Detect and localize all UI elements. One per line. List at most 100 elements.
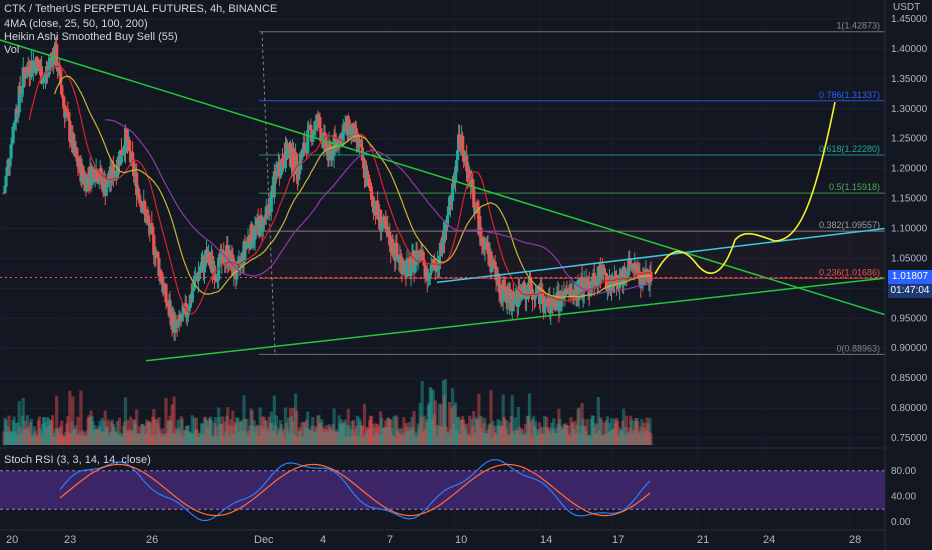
volume-bar — [636, 420, 640, 445]
price-tick-label: 1.15000 — [891, 194, 928, 205]
volume-bar — [541, 426, 545, 445]
volume-bar — [191, 434, 195, 445]
volume-bar — [540, 433, 544, 445]
indicator-heikin-label[interactable]: Heikin Ashi Smoothed Buy Sell (55) — [4, 31, 178, 43]
candle-body — [76, 158, 80, 167]
volume-bar — [144, 434, 148, 445]
volume-bar — [365, 430, 370, 445]
candle-body — [285, 148, 290, 159]
volume-bar — [473, 433, 477, 445]
candle-body — [566, 290, 570, 293]
volume-bar — [282, 436, 287, 445]
candle-body — [560, 296, 564, 301]
volume-bar — [347, 425, 351, 445]
date-tick-label: 26 — [146, 534, 158, 546]
volume-bar — [56, 428, 60, 445]
stoch-rsi-label[interactable]: Stoch RSI (3, 3, 14, 14, close) — [4, 454, 151, 466]
volume-bar — [240, 419, 244, 445]
volume-bar — [571, 422, 575, 445]
volume-bar — [155, 419, 159, 445]
volume-bar — [503, 419, 507, 445]
candle-body — [352, 126, 356, 142]
volume-bar — [133, 420, 137, 445]
candle-body — [482, 237, 486, 250]
candle-body — [503, 288, 507, 294]
symbol-title[interactable]: CTK / TetherUS PERPETUAL FUTURES, 4h, BI… — [4, 3, 278, 15]
ma-100-line — [105, 119, 652, 294]
candle-body — [104, 187, 108, 197]
volume-bar — [623, 433, 627, 445]
volume-bar — [68, 390, 72, 445]
volume-bar — [463, 424, 467, 445]
volume-bar — [96, 427, 100, 445]
volume-bar — [377, 426, 381, 445]
volume-bar — [22, 429, 26, 445]
volume-bar — [211, 435, 216, 445]
volume-bar — [291, 407, 296, 445]
candle-body — [441, 229, 446, 254]
candle-body — [613, 275, 618, 278]
candle-body — [619, 272, 623, 275]
volume-bar — [645, 417, 649, 445]
candle-body — [461, 135, 465, 151]
indicator-4ma-label[interactable]: 4MA (close, 25, 50, 100, 200) — [4, 18, 148, 30]
volume-bar — [67, 432, 71, 445]
volume-bar — [393, 436, 397, 445]
volume-bar — [30, 436, 34, 445]
volume-bar — [150, 435, 154, 445]
volume-bar — [382, 427, 386, 445]
volume-bar — [158, 429, 162, 445]
candle-body — [338, 135, 342, 147]
candle-body — [368, 182, 373, 192]
candle-body — [176, 321, 180, 327]
candle-body — [328, 143, 332, 147]
volume-bar — [341, 423, 345, 445]
candle-body — [235, 265, 239, 280]
volume-bar — [405, 426, 409, 445]
volume-bar — [591, 415, 595, 445]
volume-bar — [117, 417, 122, 445]
volume-bar — [107, 435, 111, 445]
candle-body — [220, 249, 224, 263]
volume-bar — [170, 404, 174, 445]
volume-bar — [329, 428, 333, 445]
candle-body — [35, 57, 40, 64]
volume-bar — [350, 420, 354, 445]
candle-body — [342, 128, 346, 131]
trendline-drawings[interactable] — [0, 39, 886, 362]
volume-bar — [245, 418, 249, 445]
volume-bar — [597, 430, 601, 445]
candle-body — [453, 172, 458, 183]
volume-bar — [18, 427, 22, 445]
volume-bar — [546, 428, 550, 445]
volume-bar — [269, 411, 273, 445]
volume-bar — [98, 420, 102, 445]
candle-body — [180, 313, 184, 322]
volume-bar — [132, 419, 136, 445]
volume-bar — [622, 408, 626, 445]
candle-body — [141, 209, 145, 213]
volume-bar — [513, 417, 517, 445]
volume-bar — [252, 420, 256, 445]
volume-bar — [143, 425, 147, 445]
volume-bar — [485, 433, 489, 445]
volume-bar — [180, 418, 184, 445]
volume-bar — [379, 411, 383, 445]
price-tick-label: 1.35000 — [891, 74, 928, 85]
indicator-vol-label[interactable]: Vol — [4, 44, 20, 56]
volume-bar — [631, 433, 635, 445]
volume-bar — [156, 423, 160, 445]
volume-bar — [190, 415, 194, 445]
volume-bar — [57, 427, 61, 445]
volume-bar — [480, 416, 484, 445]
volume-bar — [529, 436, 534, 445]
fib-zone — [259, 231, 885, 279]
candle-body — [267, 204, 271, 209]
volume-bar — [317, 415, 321, 445]
volume-bar — [387, 417, 391, 445]
candle-body — [529, 289, 534, 293]
volume-bar — [394, 415, 398, 445]
candle-body — [638, 271, 642, 281]
